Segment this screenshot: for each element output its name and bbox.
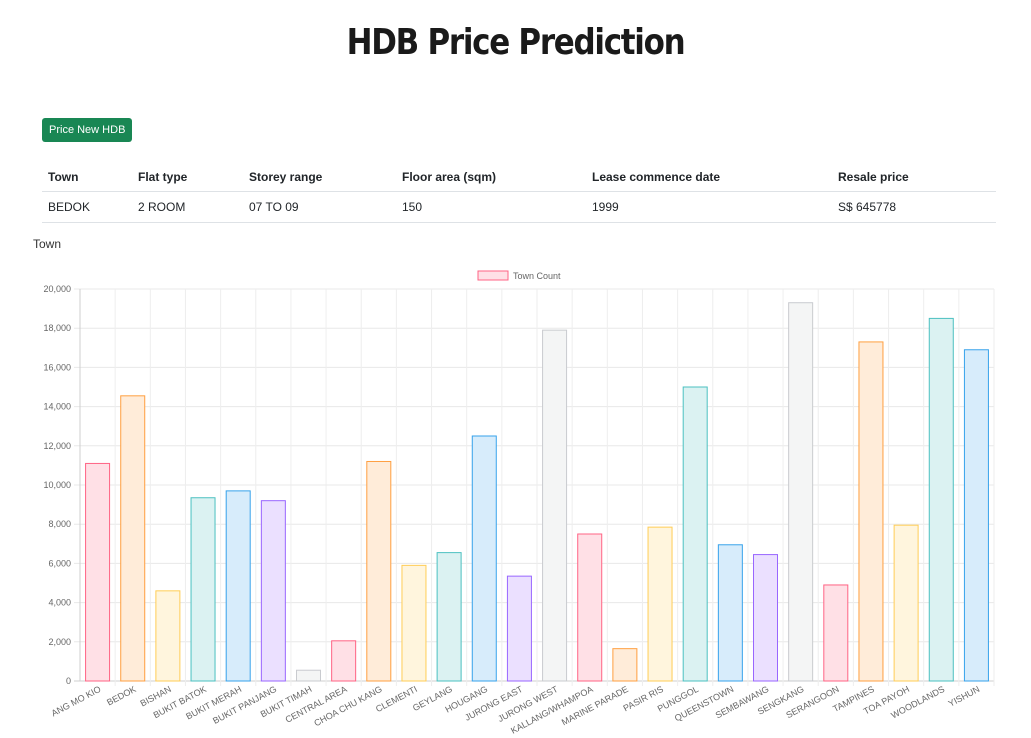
bar [190,497,216,682]
y-tick-label: 20,000 [43,284,71,294]
cell-lease-commence-date: 1999 [586,191,832,223]
price-new-hdb-button[interactable]: Price New HDB [42,118,133,142]
x-tick-label: YISHUN [947,684,982,709]
bar [225,490,251,682]
bar [155,590,181,682]
bar [928,317,954,682]
x-tick-label: BEDOK [105,684,138,708]
bar [436,552,462,682]
bar [612,648,638,682]
y-tick-label: 4,000 [48,598,71,608]
x-tick-label: ANG MO KIO [50,684,103,718]
y-tick-label: 14,000 [43,402,71,412]
bar [788,302,814,682]
table-header-row: Town Flat type Storey range Floor area (… [42,162,996,192]
y-tick-label: 6,000 [48,558,71,568]
cell-flat-type: 2 ROOM [132,191,243,223]
column-header-town: Town [42,162,132,192]
column-header-storey-range: Storey range [243,162,396,192]
bar [331,640,357,682]
column-header-resale-price: Resale price [832,162,996,192]
x-tick-label: MARINE PARADE [560,684,630,728]
bar [120,395,146,682]
y-tick-label: 10,000 [43,480,71,490]
cell-town: BEDOK [42,191,132,223]
cell-floor-area: 150 [396,191,586,223]
bar [542,329,568,682]
bar [717,544,743,682]
town-count-bar-chart: 0 2,000 4,000 6,000 8,000 10,000 12,000 14,000 1… [43,270,995,736]
bar [296,669,321,682]
bar [366,460,392,682]
bar [893,524,919,682]
bar [401,564,427,682]
bar [85,462,111,682]
y-tick-label: 18,000 [43,323,71,333]
column-header-flat-type: Flat type [132,162,243,192]
table-row: BEDOK 2 ROOM 07 TO 09 150 1999 S$ 645778 [42,191,996,223]
page-title: HDB Price Prediction [346,22,686,63]
bar [682,386,708,682]
bar [823,584,849,682]
bar [506,575,532,682]
bar [963,349,989,682]
bar [471,435,497,682]
y-tick-label: 8,000 [48,519,71,529]
y-tick-label: 16,000 [43,362,71,372]
y-tick-label: 0 [66,676,71,686]
prediction-table: Town Flat type Storey range Floor area (… [42,162,996,223]
y-tick-label: 12,000 [43,441,71,451]
bar [577,533,603,682]
bar [260,500,286,682]
cell-resale-price: S$ 645778 [832,191,996,223]
legend-label: Town Count [513,271,561,281]
chart-section-label: Town [33,237,62,251]
legend-swatch [477,270,509,281]
bar [858,341,884,682]
column-header-lease-commence-date: Lease commence date [586,162,832,192]
cell-storey-range: 07 TO 09 [243,191,396,223]
column-header-floor-area: Floor area (sqm) [396,162,586,192]
bar [647,526,673,682]
y-tick-label: 2,000 [48,637,71,647]
bar [753,554,778,682]
